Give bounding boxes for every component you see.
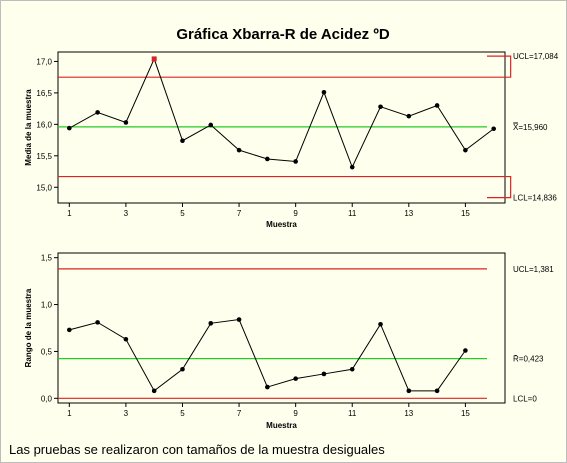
xbar-y-tick-label: 16,0 bbox=[36, 120, 52, 129]
xbar-point bbox=[378, 104, 383, 110]
range-y-axis-label: Rango de la muestra bbox=[24, 288, 33, 367]
range-x-tick-label: 11 bbox=[348, 409, 357, 418]
range-point bbox=[434, 388, 440, 394]
range-x-tick-label: 7 bbox=[237, 409, 242, 418]
range-panel bbox=[54, 252, 506, 407]
xbar-x-tick-label: 1 bbox=[67, 209, 72, 218]
range-x-tick-label: 5 bbox=[180, 409, 185, 418]
xbar-point bbox=[123, 120, 129, 125]
xbar-y-axis-label: Media de la muestra bbox=[24, 89, 33, 166]
range-point bbox=[95, 320, 100, 325]
range-point bbox=[463, 348, 468, 353]
xbar-point bbox=[293, 159, 298, 164]
xbar-y-tick-label: 15,5 bbox=[36, 152, 52, 161]
range-point bbox=[378, 321, 383, 327]
range-x-tick-label: 1 bbox=[67, 409, 72, 418]
xbar-x-tick-label: 5 bbox=[180, 209, 185, 218]
range-plot-frame bbox=[57, 252, 506, 404]
xbar-point bbox=[434, 103, 440, 108]
xbar-point bbox=[67, 125, 72, 131]
range-x-tick-label: 13 bbox=[404, 409, 413, 418]
range-y-tick-label: 0,5 bbox=[41, 347, 53, 356]
xbar-point bbox=[406, 113, 412, 119]
xbar-center-label: X̿=15,960 bbox=[513, 123, 548, 132]
xbar-lcl-line bbox=[58, 175, 512, 199]
range-y-tick-label: 0,0 bbox=[41, 394, 53, 403]
range-x-tick-label: 15 bbox=[461, 409, 470, 418]
xbar-y-tick-label: 16,5 bbox=[36, 89, 52, 98]
range-x-axis-label: Muestra bbox=[266, 421, 297, 430]
range-point bbox=[265, 384, 270, 390]
range-x-tick-label: 3 bbox=[124, 409, 129, 418]
range-point bbox=[236, 317, 242, 322]
range-point bbox=[151, 388, 157, 394]
xbar-panel bbox=[54, 51, 512, 207]
range-point bbox=[321, 371, 327, 377]
xbar-x-tick-label: 15 bbox=[461, 209, 470, 218]
range-point bbox=[67, 327, 72, 333]
xbar-point bbox=[491, 126, 496, 132]
xbar-point bbox=[95, 110, 100, 115]
range-x-tick-label: 9 bbox=[293, 409, 298, 418]
xbar-y-tick-label: 15,0 bbox=[36, 183, 52, 192]
range-ucl-label: UCL=1,381 bbox=[513, 265, 554, 274]
range-lcl-label: LCL=0 bbox=[513, 394, 537, 403]
xbar-ucl-line bbox=[58, 55, 512, 78]
range-point bbox=[180, 366, 185, 372]
xbar-x-tick-label: 3 bbox=[124, 209, 129, 218]
xbar-point bbox=[265, 156, 270, 162]
xbar-x-axis-label: Muestra bbox=[266, 220, 297, 229]
xbar-point bbox=[236, 147, 242, 153]
xbar-ucl-label: UCL=17,084 bbox=[513, 52, 559, 61]
xbar-y-tick-label: 17,0 bbox=[36, 57, 52, 66]
range-point bbox=[293, 376, 298, 381]
xbar-x-tick-label: 11 bbox=[348, 209, 357, 218]
xbar-x-tick-label: 13 bbox=[404, 209, 413, 218]
range-center-label: R̄=0,423 bbox=[513, 355, 544, 364]
xbar-point bbox=[180, 138, 185, 144]
range-point bbox=[349, 366, 355, 372]
xbar-series-line bbox=[69, 57, 494, 169]
xbar-point bbox=[321, 89, 327, 95]
range-y-tick-label: 1,5 bbox=[41, 254, 53, 263]
xbar-x-tick-label: 7 bbox=[237, 209, 242, 218]
range-y-tick-label: 1,0 bbox=[41, 301, 53, 310]
xbar-lcl-label: LCL=14,836 bbox=[513, 194, 557, 203]
range-point bbox=[123, 336, 129, 342]
range-series-line bbox=[69, 319, 466, 392]
xbar-point-out-of-control bbox=[151, 56, 157, 62]
xbar-x-tick-label: 9 bbox=[293, 209, 298, 218]
xbar-plot-frame bbox=[57, 51, 506, 204]
range-point bbox=[406, 388, 412, 394]
chart-title: Gráfica Xbarra-R de Acidez ºD bbox=[176, 26, 389, 43]
range-point bbox=[208, 321, 214, 326]
xbar-point bbox=[463, 147, 468, 153]
xbar-point bbox=[208, 122, 214, 128]
xbar-point bbox=[349, 164, 355, 170]
footnote: Las pruebas se realizaron con tamaños de… bbox=[9, 442, 385, 457]
